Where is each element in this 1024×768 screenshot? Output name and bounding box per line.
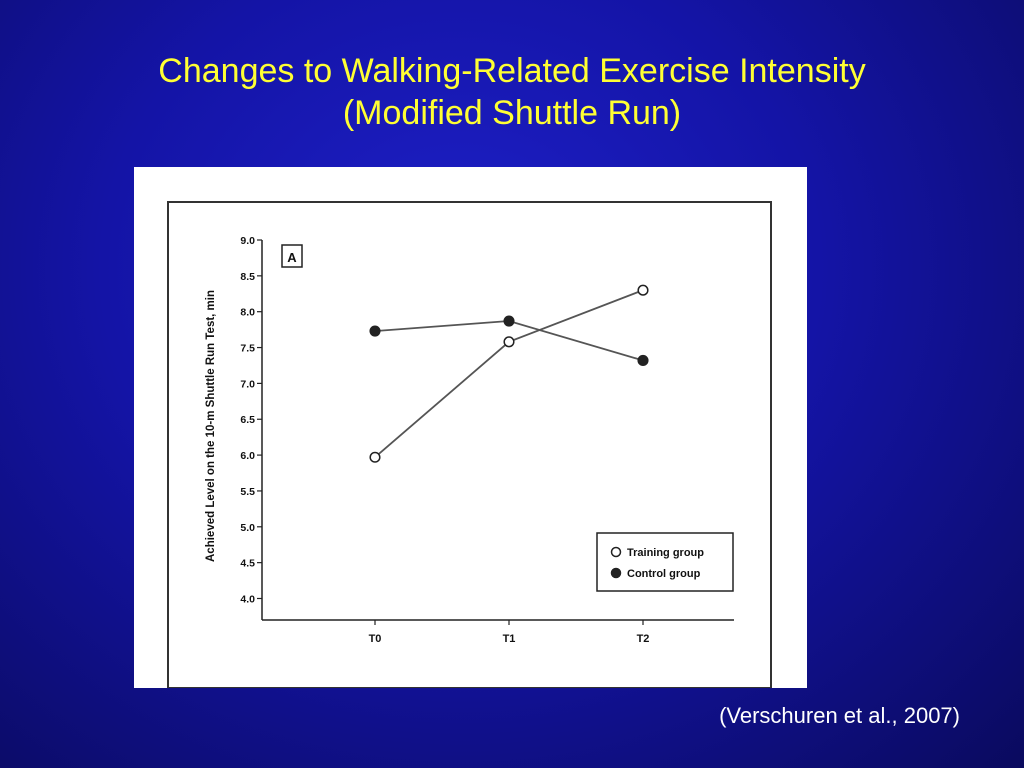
- data-point-control-group-t2: [637, 354, 649, 367]
- x-tick-label: T2: [637, 633, 650, 645]
- legend-marker-training: [610, 546, 622, 558]
- y-tick-label: 7.0: [240, 378, 255, 390]
- y-tick-label: 8.5: [240, 271, 255, 283]
- panel-label: A: [287, 250, 297, 265]
- data-point-training-group-t0: [369, 451, 381, 463]
- x-tick-label: T0: [369, 633, 382, 645]
- legend-marker-control: [610, 567, 622, 579]
- legend-label-training: Training group: [627, 547, 704, 559]
- series-line-training-group: [374, 289, 644, 458]
- y-tick-label: 4.5: [240, 558, 255, 570]
- y-tick-label: 9.0: [240, 235, 255, 247]
- legend-box: [596, 532, 734, 592]
- slide-title-line-2: (Modified Shuttle Run): [342, 94, 682, 132]
- y-tick-label: 8.0: [240, 307, 255, 319]
- y-tick-label: 6.0: [240, 450, 255, 462]
- y-axis-label: Achieved Level on the 10-m Shuttle Run T…: [205, 290, 217, 562]
- line-chart: 4.04.55.05.56.06.57.07.58.08.59.0T0 T1 T2 …: [167, 201, 772, 688]
- slide-title-line-1: Changes to Walking-Related Exercise Inte…: [158, 52, 866, 90]
- y-tick-label: 5.5: [240, 486, 255, 498]
- chart-figure: 4.0 4.5 5.0 5.5 6.0 6.5 7.0 7.5 8.0 8.5 9.0 T0 T1 T2 …: [134, 167, 807, 688]
- data-point-control-group-t1: [503, 315, 515, 327]
- data-point-control-group-t0: [369, 325, 381, 337]
- panel-label-box: [281, 244, 303, 268]
- data-point-training-group-t1: [503, 336, 515, 348]
- chart-frame: [167, 201, 772, 688]
- y-tick-label: 7.5: [240, 343, 255, 355]
- y-tick-label: 4.0: [240, 593, 255, 605]
- y-tick-label: 6.5: [240, 414, 255, 426]
- citation: (Verschuren et al., 2007): [719, 703, 960, 728]
- data-point-training-group-t2: [637, 284, 649, 296]
- legend-label-control: Control group: [627, 568, 701, 580]
- slide-title: Changes to Walking-Related Exercise Inte…: [0, 50, 1024, 134]
- x-tick-label: T1: [503, 633, 516, 645]
- y-tick-label: 5.0: [240, 522, 255, 534]
